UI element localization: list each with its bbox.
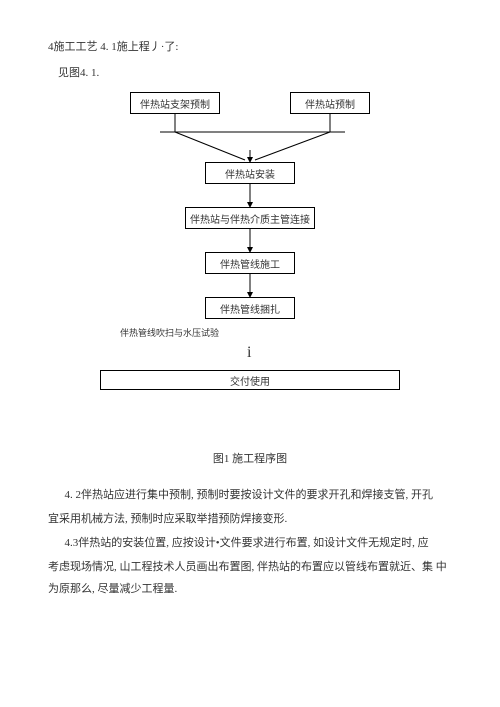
sub-heading: 见图4. 1. bbox=[58, 64, 452, 80]
flow-box-deliver: 交付使用 bbox=[100, 370, 400, 390]
figure-caption: 图1 施工程序图 bbox=[48, 450, 452, 466]
paragraph-4-3a: 4.3伴热站的安装位置, 应按设计•文件要求进行布置, 如设计文件无规定时, 应 bbox=[48, 532, 452, 554]
flowchart: 伴热站支架预制 伴热站预制 伴热站安装 伴热站与伴热介质主管连接 伴热管线施工 … bbox=[100, 92, 400, 402]
section-heading: 4施工工艺 4. 1施上程丿·了: bbox=[48, 38, 452, 54]
flow-note: 伴热管线吹扫与水压试验 bbox=[120, 326, 219, 339]
flow-letter-i: i bbox=[247, 344, 251, 362]
paragraph-4-2a: 4. 2伴热站应进行集中预制, 预制时要按设计文件的要求开孔和焊接支管, 开孔 bbox=[48, 484, 452, 506]
flow-box-prefab-bracket: 伴热站支架预制 bbox=[130, 92, 220, 114]
paragraph-4-3b: 考虑现场情况, 山工程技术人员画出布置图, 伴热站的布置应以管线布置就近、集 中… bbox=[48, 556, 452, 600]
flow-box-bundle: 伴热管线捆扎 bbox=[205, 297, 295, 319]
flow-box-install: 伴热站安装 bbox=[205, 162, 295, 184]
paragraph-4-2b: 宜采用机械方法, 预制时应采取举措预防焊接变形. bbox=[48, 508, 452, 530]
flow-box-prefab-station: 伴热站预制 bbox=[290, 92, 370, 114]
flow-box-connect: 伴热站与伴热介质主管连接 bbox=[185, 207, 315, 229]
flow-box-pipeline: 伴热管线施工 bbox=[205, 252, 295, 274]
